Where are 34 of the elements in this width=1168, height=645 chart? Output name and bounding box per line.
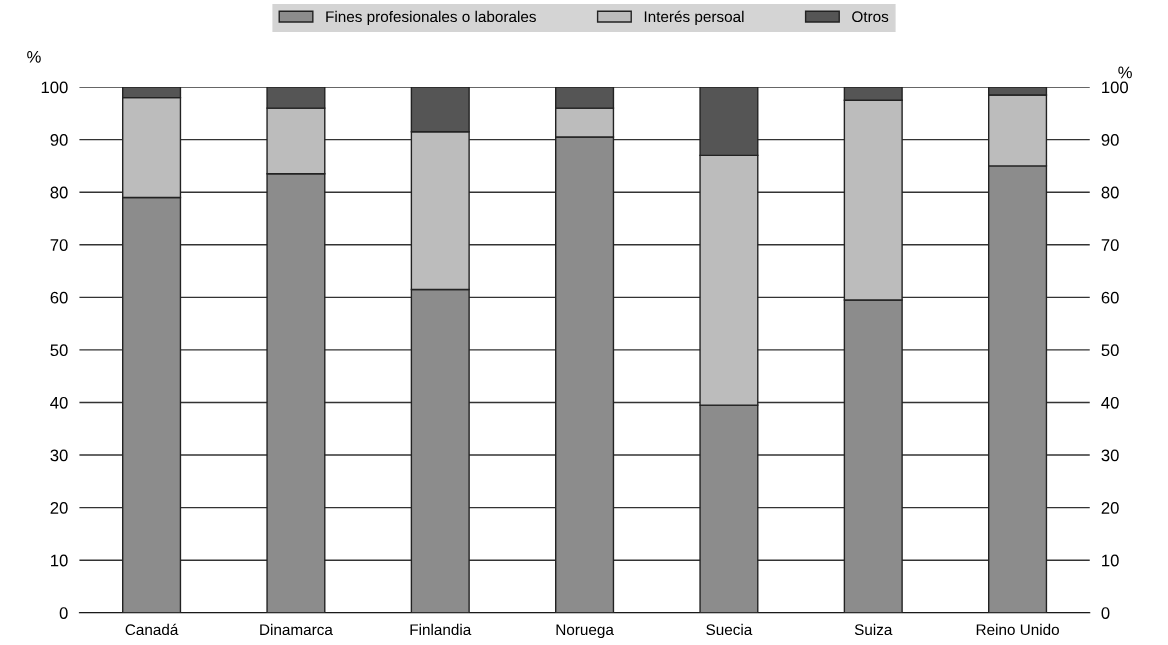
y2-tick-label: 50 (1101, 344, 1119, 357)
y-tick-label: 100 (41, 81, 68, 94)
legend-label: Otros (852, 11, 889, 23)
x-tick-label: Reino Unido (976, 623, 1059, 636)
legend-label: Interés persoal (644, 10, 744, 26)
y-tick-label: 0 (59, 607, 68, 619)
y2-tick-label: 20 (1101, 502, 1119, 514)
y2-tick-label: 10 (1102, 554, 1119, 567)
y-tick-label: 60 (50, 291, 68, 304)
x-tick-label: Suecia (706, 623, 753, 636)
y-tick-label: 40 (50, 396, 68, 409)
y2-tick-label: 90 (1101, 134, 1119, 146)
x-tick-label: Finlandia (410, 623, 472, 636)
y-tick-label: 10 (51, 554, 68, 567)
y-tick-label: 90 (50, 134, 68, 146)
x-tick-label: Canadá (125, 623, 179, 636)
y2-tick-label: 100 (1102, 81, 1129, 94)
y2-tick-label: 30 (1101, 449, 1119, 462)
x-tick-label: Noruega (556, 624, 614, 639)
y-tick-label: 20 (50, 502, 68, 514)
y-tick-label: 80 (50, 186, 68, 199)
y2-tick-label: 0 (1101, 607, 1110, 619)
x-tick-label: Dinamarca (260, 623, 333, 636)
y-axis-title: % (27, 51, 41, 63)
y-tick-label: 70 (50, 239, 68, 251)
y-tick-label: 30 (50, 449, 68, 462)
legend-label: Fines profesionales o laborales (326, 10, 536, 26)
y2-tick-label: 60 (1101, 291, 1119, 304)
y2-tick-label: 80 (1101, 186, 1119, 199)
y2-axis-title: % (1118, 66, 1132, 79)
x-tick-label: Suiza (854, 623, 893, 636)
y2-tick-label: 70 (1101, 239, 1119, 251)
y2-tick-label: 40 (1101, 396, 1119, 409)
y-tick-label: 50 (50, 344, 68, 357)
